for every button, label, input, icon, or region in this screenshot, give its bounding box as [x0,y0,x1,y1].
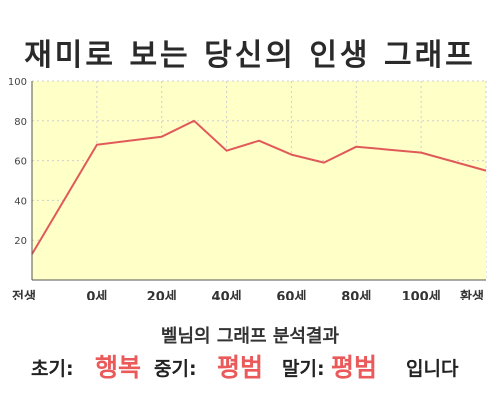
y-tick-label-3: 80 [14,117,27,128]
late-label: 말기: [282,358,325,380]
x-tick-label-2: 20세 [147,290,177,300]
result-ending: 입니다 [406,358,459,380]
series-area [32,120,486,280]
x-tick-label-7: 환생 [460,289,484,300]
mid-label: 중기: [154,358,197,380]
result-heading: 벨님의 그래프 분석결과 [160,326,340,347]
page-title: 재미로 보는 당신의 인생 그래프 [24,38,476,73]
result-summary: 초기: 행복 중기: 평범 말기: 평범 입니다 [0,346,500,382]
early-label: 초기: [31,358,74,380]
series-line [31,119,487,255]
life-graph-chart: 20 40 60 80 100 전생 0세 20세 40세 60세 80세 100세 환생 [8,77,487,300]
late-value: 평범 [331,353,378,382]
y-tick-label-1: 40 [14,196,27,207]
mid-value: 평범 [217,353,264,382]
x-tick-label-5: 80세 [341,290,371,300]
x-tick-label-3: 40세 [212,290,242,300]
x-tick-label-6: 100세 [402,290,441,300]
y-tick-label-4: 100 [8,77,27,88]
x-tick-label-4: 60세 [276,290,306,300]
x-tick-label-1: 0세 [86,290,107,300]
y-tick-label-2: 60 [14,157,27,168]
y-tick-label-0: 20 [14,236,27,247]
early-value: 행복 [95,353,142,382]
x-tick-label-0: 전생 [12,289,36,300]
